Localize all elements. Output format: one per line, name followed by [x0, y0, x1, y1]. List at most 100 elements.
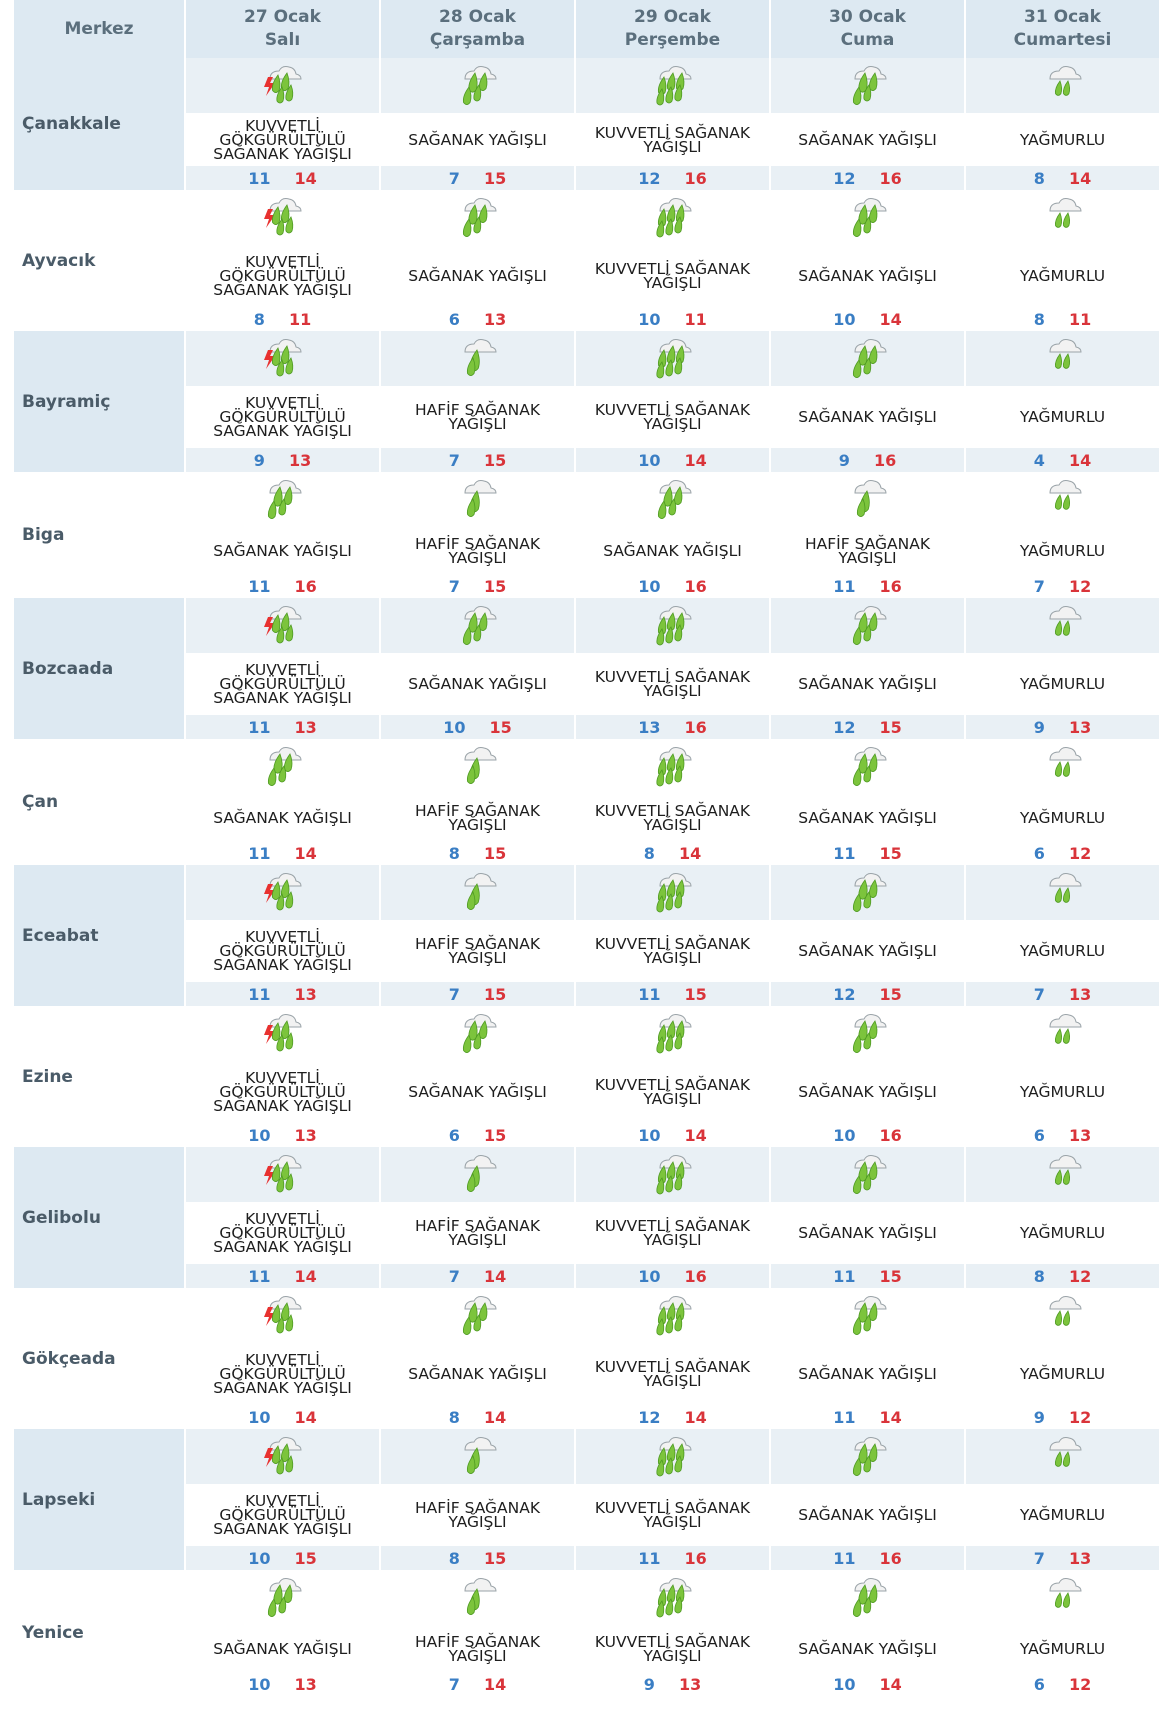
min-temp: 10 — [833, 1674, 856, 1694]
forecast-description: KUVVETLİ GÖKGÜRÜLTÜLÜ SAĞANAK YAĞIŞLI — [186, 653, 379, 715]
cloud-rain-icon — [966, 472, 1159, 527]
min-temp: 6 — [1033, 1674, 1045, 1694]
table-row: Eceabat KUVVETLİ GÖKGÜRÜLTÜLÜ SAĞANAK YAĞ… — [14, 865, 1160, 1006]
min-temp: 11 — [833, 1407, 856, 1427]
temperature-range: 6 15 — [381, 1123, 574, 1147]
cloud-rain-icon — [966, 58, 1159, 113]
forecast-cell: SAĞANAK YAĞIŞLI 12 16 — [771, 58, 964, 190]
city-name: Eceabat — [14, 865, 184, 1006]
thunderstorm-rain-icon — [186, 865, 379, 920]
thunderstorm-rain-icon — [186, 58, 379, 113]
table-row: Gelibolu KUVVETLİ GÖKGÜRÜLTÜLÜ SAĞANAK YA… — [14, 1147, 1160, 1288]
temperature-range: 8 14 — [576, 841, 769, 865]
temperature-range: 10 13 — [186, 1123, 379, 1147]
forecast-cell: SAĞANAK YAĞIŞLI 10 14 — [771, 190, 964, 331]
city-name: Çan — [22, 792, 59, 812]
day-weekday: Çarşamba — [429, 30, 526, 50]
temperature-range: 10 13 — [186, 1672, 379, 1696]
temperature-range: 11 16 — [771, 574, 964, 598]
heavy-shower-rain-icon — [576, 190, 769, 245]
max-temp: 15 — [483, 168, 507, 188]
forecast-description: SAĞANAK YAĞIŞLI — [798, 1083, 937, 1101]
temperature-range: 8 11 — [966, 307, 1159, 331]
min-temp: 8 — [448, 1407, 460, 1427]
forecast-cell: KUVVETLİ GÖKGÜRÜLTÜLÜ SAĞANAK YAĞIŞLI 11 1… — [186, 865, 379, 1006]
temperature-range: 7 15 — [381, 982, 574, 1006]
max-temp: 14 — [684, 1407, 707, 1427]
city-name: Yenice — [22, 1623, 84, 1643]
temperature-range: 11 13 — [186, 982, 379, 1006]
forecast-description: HAFİF SAĞANAK YAĞIŞLI — [414, 1632, 541, 1665]
forecast-cell: KUVVETLİ GÖKGÜRÜLTÜLÜ SAĞANAK YAĞIŞLI 9 13 — [186, 331, 379, 472]
city-name: Çanakkale — [14, 58, 184, 190]
forecast-description: SAĞANAK YAĞIŞLI — [603, 541, 742, 560]
temperature-range: 7 14 — [381, 1264, 574, 1288]
thunderstorm-rain-icon — [186, 331, 379, 386]
shower-rain-icon — [771, 739, 964, 794]
forecast-cell: SAĞANAK YAĞIŞLI 11 14 — [186, 739, 379, 865]
light-shower-rain-icon — [381, 472, 574, 527]
temperature-range: 10 16 — [771, 1123, 964, 1147]
forecast-description: KUVVETLİ GÖKGÜRÜLTÜLÜ SAĞANAK YAĞIŞLI — [213, 1069, 352, 1115]
forecast-cell: SAĞANAK YAĞIŞLI 10 15 — [381, 598, 574, 739]
temperature-range: 8 14 — [381, 1405, 574, 1429]
max-temp: 15 — [879, 1266, 902, 1286]
forecast-cell: YAĞMURLU 9 12 — [966, 1288, 1159, 1429]
forecast-description: YAĞMURLU — [966, 653, 1159, 715]
max-temp: 12 — [1068, 576, 1092, 596]
table-row: Yenice SAĞANAK YAĞIŞLI 10 13 HAFİF SAĞANAK Y… — [14, 1570, 1160, 1696]
temperature-range: 10 16 — [576, 1264, 769, 1288]
thunderstorm-rain-icon — [186, 1006, 379, 1061]
cloud-rain-icon — [966, 865, 1159, 920]
heavy-shower-rain-icon — [576, 1006, 769, 1061]
forecast-description: SAĞANAK YAĞIŞLI — [798, 267, 937, 285]
forecast-description: KUVVETLİ GÖKGÜRÜLTÜLÜ SAĞANAK YAĞIŞLI — [186, 920, 379, 982]
max-temp: 15 — [483, 1125, 507, 1145]
forecast-cell: YAĞMURLU 7 12 — [966, 472, 1159, 598]
temperature-range: 7 14 — [381, 1672, 574, 1696]
max-temp: 14 — [483, 1674, 507, 1694]
light-shower-rain-icon — [771, 472, 964, 527]
forecast-cell: SAĞANAK YAĞIŞLI 6 13 — [381, 190, 574, 331]
max-temp: 11 — [288, 309, 312, 329]
shower-rain-icon — [771, 865, 964, 920]
forecast-description: SAĞANAK YAĞIŞLI — [771, 653, 964, 715]
forecast-cell: KUVVETLİ SAĞANAK YAĞIŞLI 11 15 — [576, 865, 769, 1006]
temperature-range: 9 13 — [576, 1672, 769, 1696]
thunderstorm-rain-icon — [186, 190, 379, 245]
max-temp: 13 — [678, 1674, 702, 1694]
city-name: Gelibolu — [14, 1147, 184, 1288]
min-temp: 8 — [1033, 1266, 1045, 1286]
forecast-description: SAĞANAK YAĞIŞLI — [798, 1365, 937, 1383]
min-temp: 9 — [643, 1674, 655, 1694]
forecast-description: SAĞANAK YAĞIŞLI — [213, 1639, 352, 1658]
table-row: Çanakkale KUVVETLİ GÖKGÜRÜLTÜLÜ SAĞANAK Y… — [14, 58, 1160, 190]
min-temp: 11 — [248, 1266, 271, 1286]
max-temp: 13 — [288, 450, 312, 470]
forecast-description: KUVVETLİ SAĞANAK YAĞIŞLI — [576, 653, 769, 715]
heavy-shower-rain-icon — [576, 58, 769, 113]
shower-rain-icon — [771, 598, 964, 653]
min-temp: 10 — [248, 1407, 271, 1427]
forecast-cell: YAĞMURLU 7 13 — [966, 1429, 1159, 1570]
heavy-shower-rain-icon — [576, 331, 769, 386]
temperature-range: 10 11 — [576, 307, 769, 331]
temperature-range: 6 13 — [381, 307, 574, 331]
forecast-description: SAĞANAK YAĞIŞLI — [408, 1365, 547, 1383]
day-header: 27 Ocak Salı — [186, 0, 379, 58]
forecast-description: YAĞMURLU — [1019, 1083, 1106, 1101]
min-temp: 6 — [1033, 1125, 1045, 1145]
temperature-range: 12 16 — [771, 166, 964, 190]
max-temp: 13 — [1068, 1548, 1092, 1568]
min-temp: 11 — [833, 1548, 856, 1568]
city-name: Ezine — [22, 1066, 73, 1087]
min-temp: 12 — [833, 984, 856, 1004]
shower-rain-icon — [381, 598, 574, 653]
min-temp: 8 — [253, 309, 265, 329]
forecast-cell: KUVVETLİ GÖKGÜRÜLTÜLÜ SAĞANAK YAĞIŞLI 11 1… — [186, 58, 379, 190]
forecast-description: KUVVETLİ GÖKGÜRÜLTÜLÜ SAĞANAK YAĞIŞLI — [186, 113, 379, 166]
forecast-cell: YAĞMURLU 9 13 — [966, 598, 1159, 739]
max-temp: 13 — [294, 1674, 317, 1694]
min-temp: 6 — [448, 1125, 460, 1145]
temperature-range: 7 13 — [966, 982, 1159, 1006]
